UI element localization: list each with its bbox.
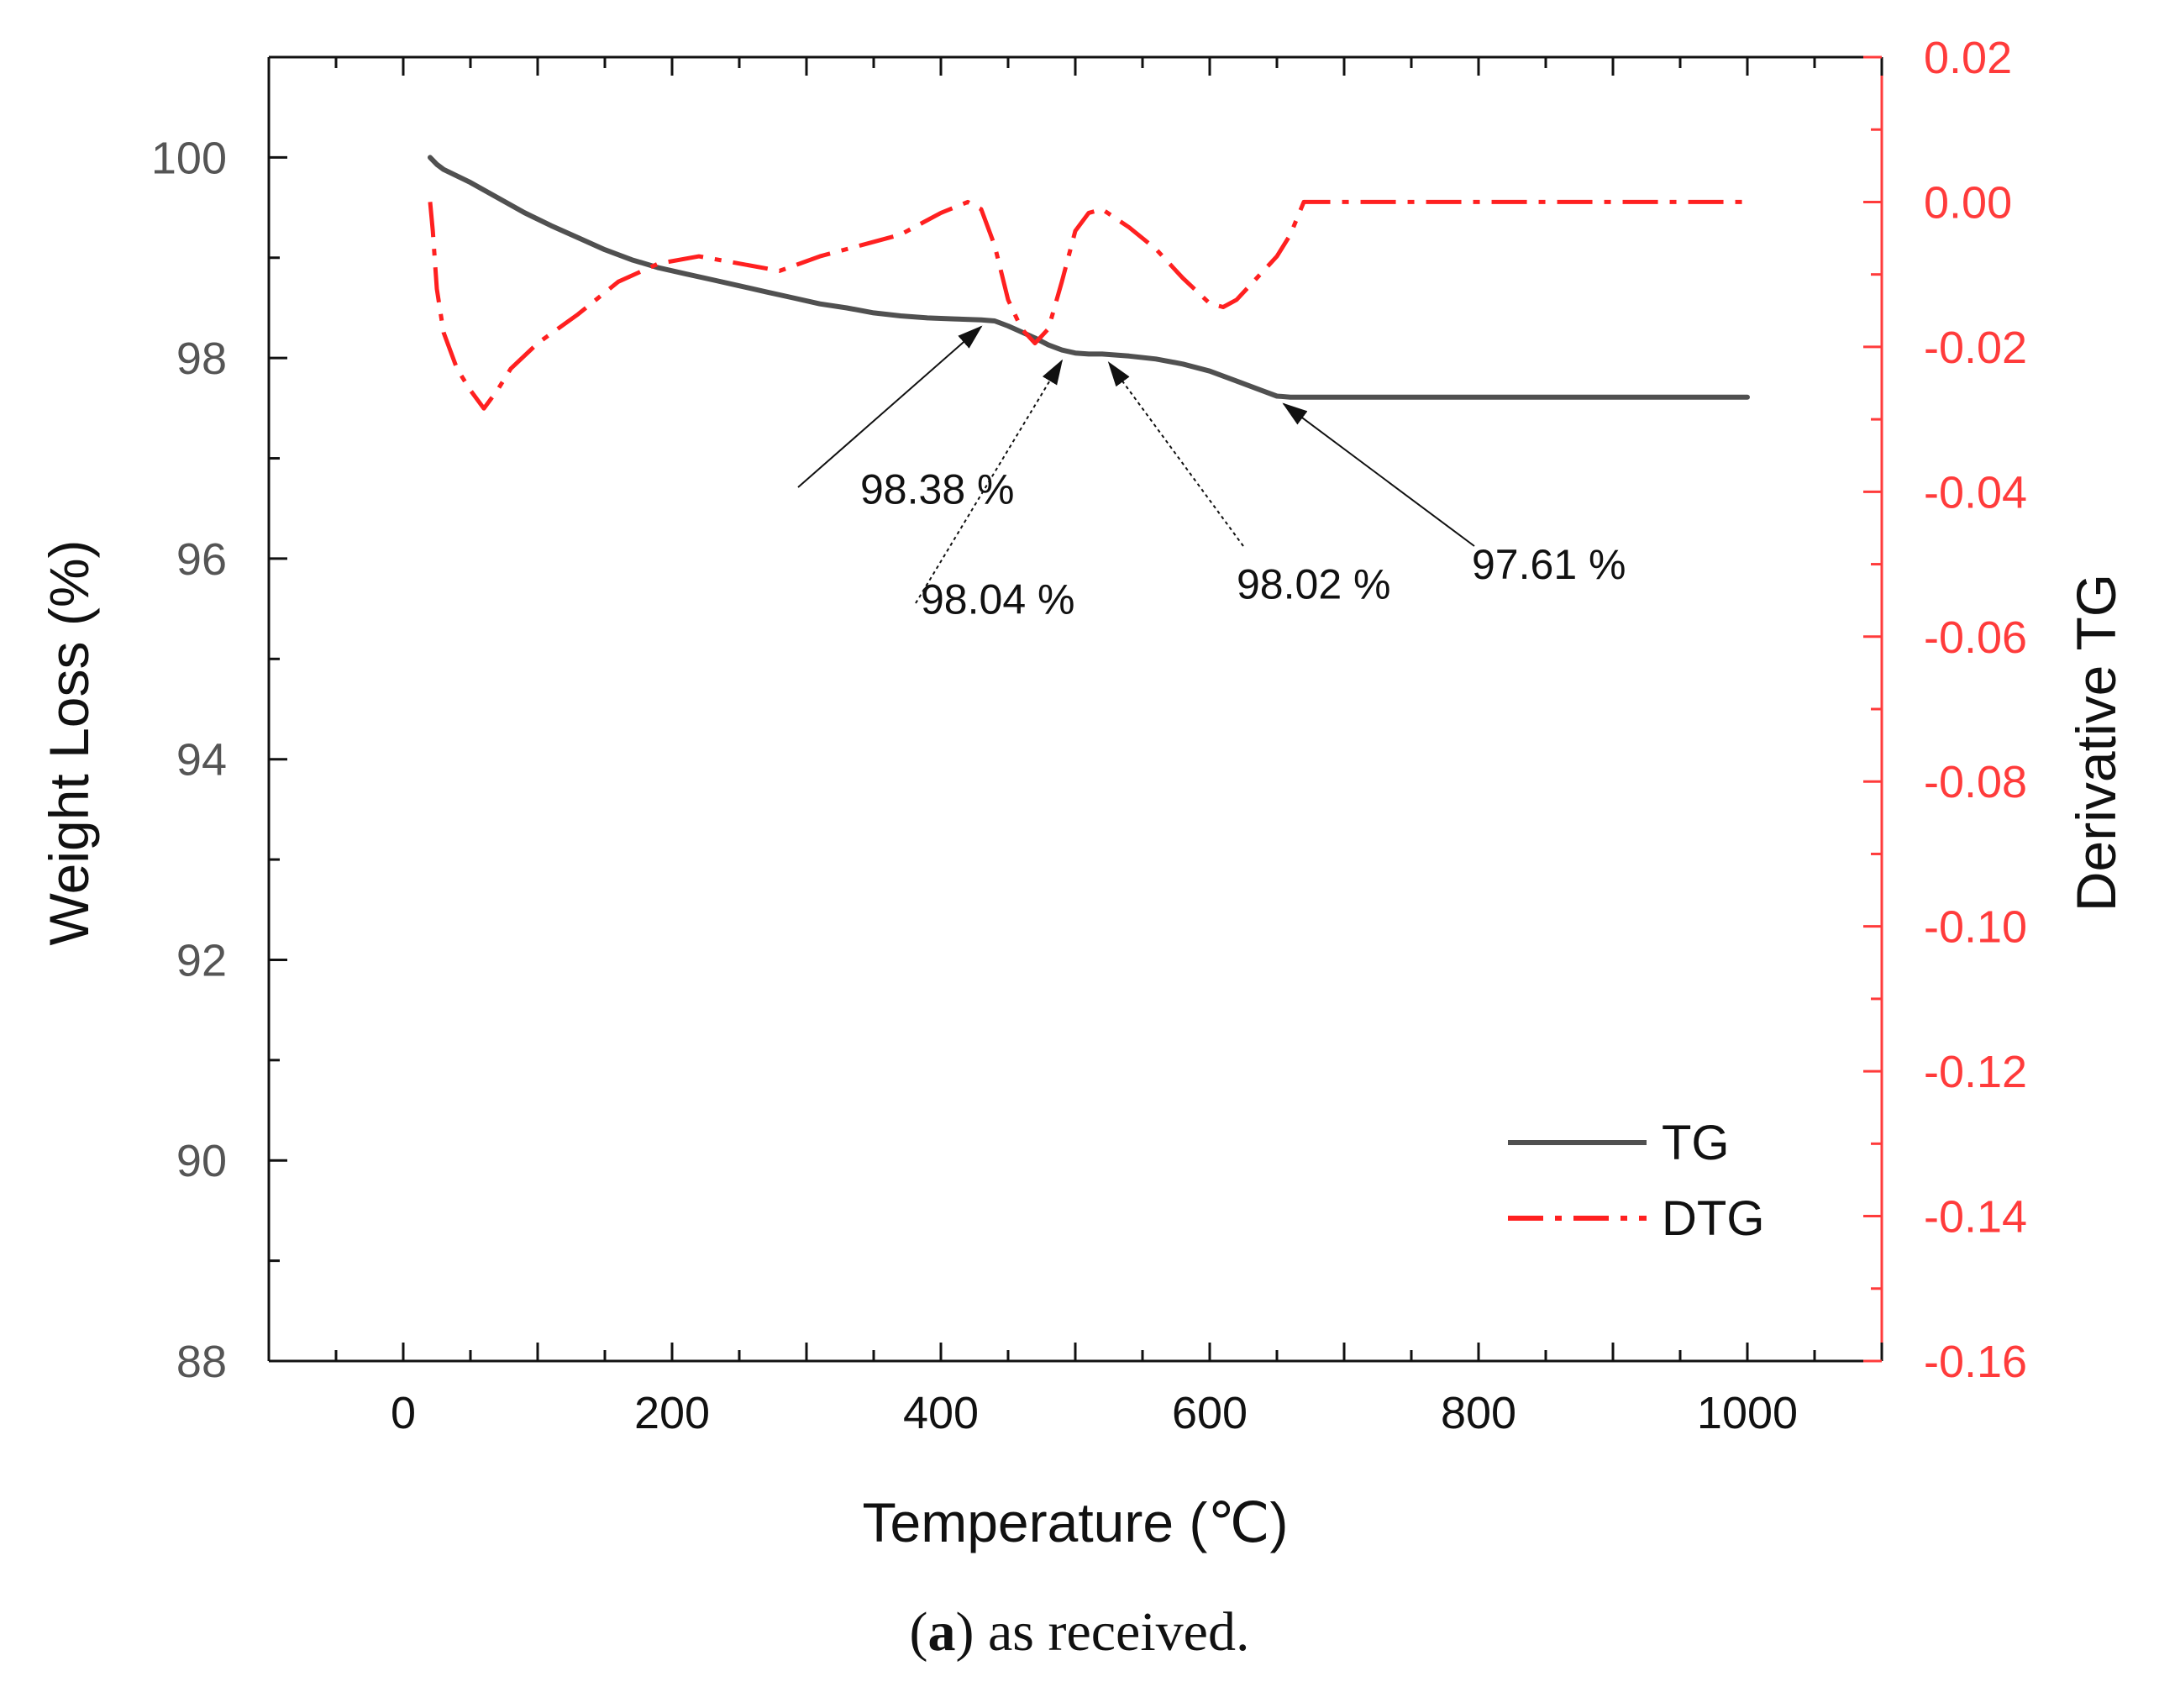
plot-frame	[267, 55, 1883, 1363]
y-axis-right: -0.16 -0.14 -0.12 -0.10 -0.08 -0.06 -0.04 -0.02…	[1863, 33, 2027, 1387]
annotation-arrow	[1107, 361, 1244, 547]
y2-tick-label: -0.06	[1924, 612, 2027, 663]
legend: TG DTG	[1508, 1116, 1764, 1246]
x-tick-label: 400	[903, 1388, 979, 1438]
y2-tick-label: -0.12	[1924, 1047, 2027, 1097]
y2-tick-label: 0.00	[1924, 177, 2012, 228]
y-tick-label: 100	[151, 133, 227, 183]
x-tick-label: 800	[1441, 1388, 1516, 1438]
y2-tick-label: -0.10	[1924, 902, 2027, 953]
legend-label-dtg: DTG	[1662, 1191, 1764, 1246]
y2-tick-label: -0.14	[1924, 1192, 2027, 1243]
annotation-arrow	[915, 359, 1064, 604]
y2-tick-label: -0.02	[1924, 323, 2027, 373]
legend-label-tg: TG	[1662, 1116, 1730, 1170]
annotation-label: 98.04 %	[921, 576, 1074, 623]
y-tick-label: 96	[176, 534, 227, 585]
series-dtg-line	[428, 199, 1747, 411]
annotation-arrow	[1282, 402, 1475, 547]
x-tick-label: 0	[391, 1388, 416, 1438]
annotation-arrow	[797, 325, 983, 488]
x-tick-label: 200	[634, 1388, 710, 1438]
x-tick-label: 600	[1172, 1388, 1248, 1438]
y-tick-label: 88	[176, 1337, 227, 1387]
y2-tick-label: -0.04	[1924, 467, 2027, 518]
caption-label: a	[927, 1601, 956, 1663]
y-tick-label: 94	[176, 735, 227, 786]
x-tick-label: 1000	[1697, 1388, 1798, 1438]
y-axis-title: Weight Loss (%)	[38, 540, 100, 946]
y-tick-label: 90	[176, 1136, 227, 1186]
x-axis: 0 200 400 600 800 1000	[267, 57, 1883, 1438]
y2-tick-label: -0.16	[1924, 1337, 2027, 1387]
y-tick-label: 92	[176, 935, 227, 985]
x-axis-title: Temperature (℃)	[863, 1491, 1289, 1553]
figure-caption: (a) as received.	[909, 1601, 1250, 1663]
y-axis-left: 88 90 92 94 96 98 100	[151, 55, 287, 1387]
series-layer	[428, 155, 1750, 411]
annotation-label: 98.38 %	[860, 465, 1014, 512]
y2-tick-label: 0.02	[1924, 33, 2012, 83]
y-tick-label: 98	[176, 334, 227, 384]
caption-text: as received.	[974, 1601, 1250, 1663]
annotations: 98.38 % 98.04 % 98.02 % 97.61 %	[797, 325, 1626, 623]
series-tg-line	[428, 155, 1750, 400]
y2-tick-label: -0.08	[1924, 757, 2027, 807]
y2-axis-title: Derivative TG	[2065, 574, 2127, 912]
annotation-label: 97.61 %	[1472, 541, 1626, 588]
annotation-label: 98.02 %	[1237, 561, 1390, 608]
